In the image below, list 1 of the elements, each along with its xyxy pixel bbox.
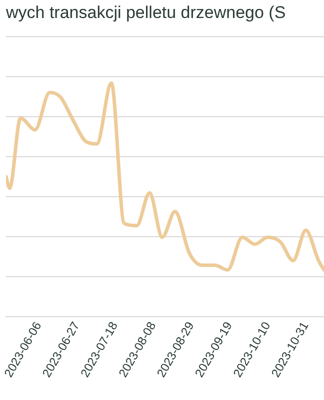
chart-title: wych transakcji pelletu drzewnego (S: [5, 2, 286, 22]
